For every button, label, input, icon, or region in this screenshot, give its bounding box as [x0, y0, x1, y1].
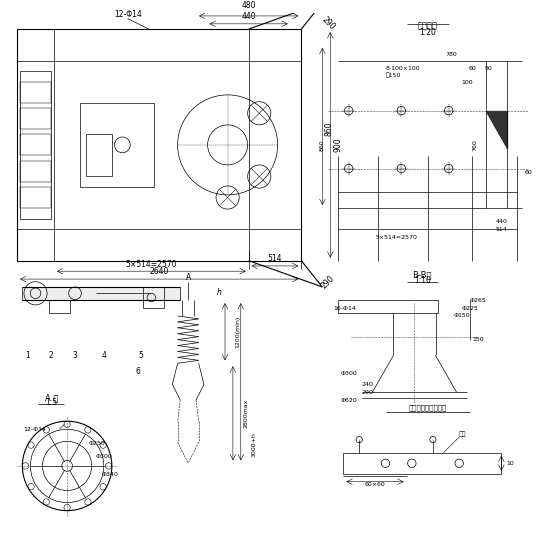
Text: 1: 1: [25, 351, 30, 360]
Bar: [20, 108, 51, 129]
Text: A: A: [186, 273, 191, 282]
Bar: [338, 300, 438, 313]
Text: 5×514=2570: 5×514=2570: [126, 260, 177, 268]
Text: 12-Φ14: 12-Φ14: [23, 427, 46, 432]
Text: 780: 780: [446, 52, 457, 57]
Text: 50: 50: [484, 66, 492, 71]
Text: 1:5: 1:5: [45, 398, 57, 407]
Text: 60: 60: [525, 170, 533, 175]
Text: A 向: A 向: [45, 394, 58, 403]
Bar: [20, 71, 51, 219]
Text: 480: 480: [241, 1, 256, 10]
Text: Φ340: Φ340: [102, 472, 118, 477]
Text: 440: 440: [496, 219, 508, 224]
Text: 860: 860: [320, 139, 325, 151]
Bar: [20, 134, 51, 155]
Text: 514: 514: [268, 254, 282, 263]
Text: Φ300: Φ300: [341, 371, 357, 377]
Bar: [80, 103, 154, 187]
Text: 2640: 2640: [150, 267, 169, 276]
Bar: [85, 134, 112, 176]
Text: 760: 760: [472, 139, 477, 151]
Text: 2: 2: [49, 351, 53, 360]
Polygon shape: [485, 111, 507, 148]
Text: 240: 240: [362, 382, 374, 387]
Text: 3000+h: 3000+h: [251, 432, 256, 457]
Text: 514: 514: [496, 227, 508, 232]
Bar: [343, 453, 501, 474]
Text: 290: 290: [362, 390, 374, 395]
Text: 6: 6: [136, 367, 140, 375]
Text: 60×60: 60×60: [364, 482, 386, 487]
Text: 5: 5: [138, 351, 143, 360]
Text: 900: 900: [334, 137, 343, 152]
Text: 4: 4: [102, 351, 106, 360]
Text: h: h: [217, 288, 222, 297]
Text: 12-Φ14: 12-Φ14: [114, 10, 141, 18]
Bar: [144, 287, 165, 308]
Text: 3: 3: [72, 351, 77, 360]
Bar: [20, 187, 51, 208]
Text: 楼板: 楼板: [459, 431, 467, 437]
Text: Φ265: Φ265: [470, 298, 487, 302]
Bar: [20, 161, 51, 182]
Text: 1:10: 1:10: [414, 276, 431, 286]
Text: Φ250: Φ250: [88, 441, 105, 446]
Text: 10: 10: [507, 461, 514, 466]
Text: 1200(min): 1200(min): [235, 315, 240, 348]
Text: 基础孔图: 基础孔图: [417, 21, 437, 30]
Text: 440: 440: [241, 12, 256, 21]
Text: 楼板直接钻通示意图: 楼板直接钻通示意图: [408, 404, 447, 411]
Text: 150: 150: [472, 337, 484, 342]
Bar: [20, 82, 51, 103]
Text: Φ300: Φ300: [96, 454, 113, 459]
Text: 290: 290: [320, 16, 336, 32]
Bar: [49, 300, 70, 313]
Text: 16-Φ14: 16-Φ14: [333, 306, 356, 311]
Text: 100: 100: [461, 80, 473, 85]
Text: Φ620: Φ620: [341, 398, 357, 403]
Text: 深150: 深150: [386, 72, 401, 78]
Text: 860: 860: [325, 122, 334, 136]
Text: Φ150: Φ150: [454, 313, 470, 319]
Text: 290: 290: [320, 273, 336, 290]
Text: 8-100×100: 8-100×100: [386, 66, 420, 71]
Text: B-B向: B-B向: [413, 270, 432, 279]
Text: 1:20: 1:20: [419, 28, 436, 37]
Text: 2800max: 2800max: [244, 399, 248, 428]
Bar: [17, 29, 301, 261]
Text: 5×514=2570: 5×514=2570: [375, 235, 417, 240]
Text: 60: 60: [469, 66, 476, 71]
Text: Φ225: Φ225: [462, 306, 478, 311]
Bar: [22, 287, 180, 300]
